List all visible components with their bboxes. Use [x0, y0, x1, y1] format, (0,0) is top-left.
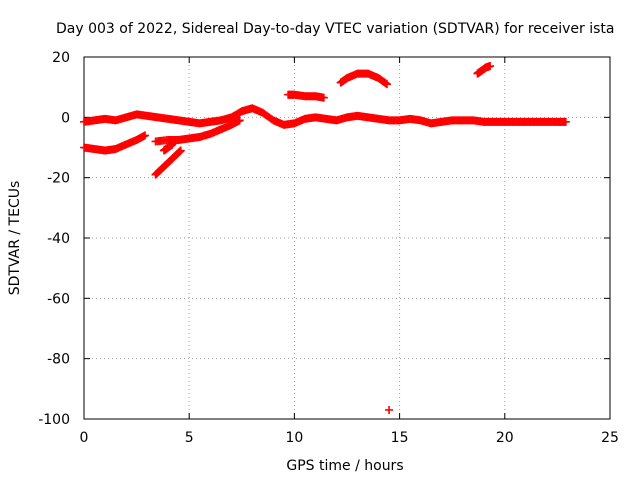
- axis-ticks: 0 5 10 15 20 25 -100 -80 -60 -40 -20 0 20: [38, 50, 619, 446]
- y-tick-label: 20: [52, 50, 70, 66]
- data-marks: [80, 62, 570, 414]
- series-arc-plus-16: [473, 62, 495, 78]
- x-tick-label: 20: [496, 430, 514, 446]
- data-point: [486, 62, 495, 71]
- data-point: [176, 146, 185, 155]
- plot-frame: [83, 56, 611, 420]
- y-tick-label: -40: [47, 231, 70, 247]
- y-tick-label: 0: [61, 110, 70, 126]
- x-tick-label: 0: [80, 430, 89, 446]
- y-tick-label: -60: [47, 291, 70, 307]
- y-axis-label: SDTVAR / TECUs: [7, 181, 23, 296]
- series-arc-rising-3-5: [151, 116, 244, 146]
- data-point: [141, 131, 150, 140]
- data-point: [235, 116, 244, 125]
- data-point: [382, 80, 391, 89]
- data-point: [168, 140, 177, 149]
- x-tick-label: 5: [185, 430, 194, 446]
- x-tick-label: 10: [285, 430, 303, 446]
- y-tick-label: -100: [38, 412, 70, 428]
- y-tick-label: -80: [47, 352, 70, 368]
- grid: [84, 57, 610, 419]
- data-point: [561, 117, 570, 126]
- data-point: [319, 93, 328, 102]
- series-arc-steep-3-4: [151, 146, 185, 179]
- series-arc-main-zero: [80, 104, 570, 129]
- series-outlier: [385, 405, 394, 414]
- series-arc-plus-7: [284, 90, 328, 102]
- data-point: [385, 405, 394, 414]
- chart-title: Day 003 of 2022, Sidereal Day-to-day VTE…: [56, 21, 614, 37]
- series-arc-short-4: [159, 140, 177, 155]
- x-tick-label: 15: [391, 430, 409, 446]
- x-tick-label: 25: [601, 430, 619, 446]
- y-tick-label: -20: [47, 171, 70, 187]
- series-arc-plus-13: [336, 69, 391, 89]
- x-axis-label: GPS time / hours: [286, 458, 403, 474]
- series-arc-minus-10: [80, 131, 150, 155]
